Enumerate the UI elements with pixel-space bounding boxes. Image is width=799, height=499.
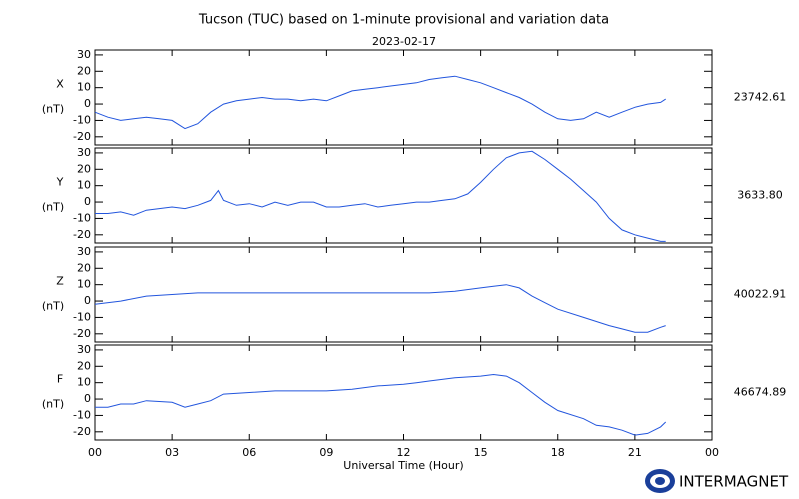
y-tick-label: 0 [84, 97, 91, 110]
y-tick-label: 20 [77, 64, 91, 77]
baseline-label: 40022.91 [734, 288, 787, 301]
x-tick-label: 15 [474, 446, 488, 459]
y-tick-label: 10 [77, 376, 91, 389]
y-tick-label: -10 [73, 310, 91, 323]
panel-frame [94, 344, 713, 441]
x-tick-label: 03 [165, 446, 179, 459]
y-tick-label: 10 [77, 278, 91, 291]
y-axis-unit: (nT) [42, 201, 64, 214]
y-tick-label: 30 [77, 146, 91, 159]
y-tick-label: -10 [73, 408, 91, 421]
y-axis-unit: (nT) [42, 103, 64, 116]
y-tick-label: 10 [77, 81, 91, 94]
logo-icon [645, 469, 675, 493]
x-tick-label: 18 [551, 446, 565, 459]
panel-frame [94, 147, 713, 244]
y-tick-label: -10 [73, 211, 91, 224]
baseline-label: 23742.61 [734, 91, 787, 104]
y-tick-label: -10 [73, 113, 91, 126]
y-tick-label: 20 [77, 261, 91, 274]
baseline-label: 3633.80 [737, 189, 783, 202]
data-line [95, 150, 666, 242]
x-tick-label: 12 [397, 446, 411, 459]
y-axis-label: Y [56, 176, 64, 189]
x-axis-label: Universal Time (Hour) [343, 459, 463, 472]
y-tick-label: -20 [73, 425, 91, 438]
data-line [94, 284, 666, 333]
data-line [95, 373, 667, 436]
x-tick-label: 06 [242, 446, 256, 459]
y-tick-label: 0 [84, 195, 91, 208]
y-tick-label: -20 [73, 228, 91, 241]
y-tick-label: 0 [84, 392, 91, 405]
x-tick-label: 21 [628, 446, 642, 459]
chart-title: Tucson (TUC) based on 1-minute provision… [198, 13, 609, 28]
y-tick-label: 0 [84, 294, 91, 307]
y-axis-unit: (nT) [42, 300, 64, 313]
chart-subtitle: 2023-02-17 [372, 35, 436, 48]
x-tick-label: 00 [705, 446, 719, 459]
y-tick-label: 30 [77, 48, 91, 61]
y-axis-unit: (nT) [42, 398, 64, 411]
logo-text: INTERMAGNET [679, 473, 789, 491]
y-tick-label: 20 [77, 359, 91, 372]
y-axis-label: X [56, 78, 64, 91]
data-line [94, 75, 666, 130]
y-tick-label: -20 [73, 327, 91, 340]
x-tick-label: 00 [88, 446, 102, 459]
y-axis-label: F [57, 373, 63, 386]
y-tick-label: 10 [77, 179, 91, 192]
y-axis-label: Z [56, 275, 64, 288]
x-tick-label: 09 [319, 446, 333, 459]
y-tick-label: 30 [77, 245, 91, 258]
panel-frame [94, 49, 713, 146]
y-tick-label: -20 [73, 130, 91, 143]
y-tick-label: 20 [77, 162, 91, 175]
y-tick-label: 30 [77, 343, 91, 356]
baseline-label: 46674.89 [734, 386, 787, 399]
